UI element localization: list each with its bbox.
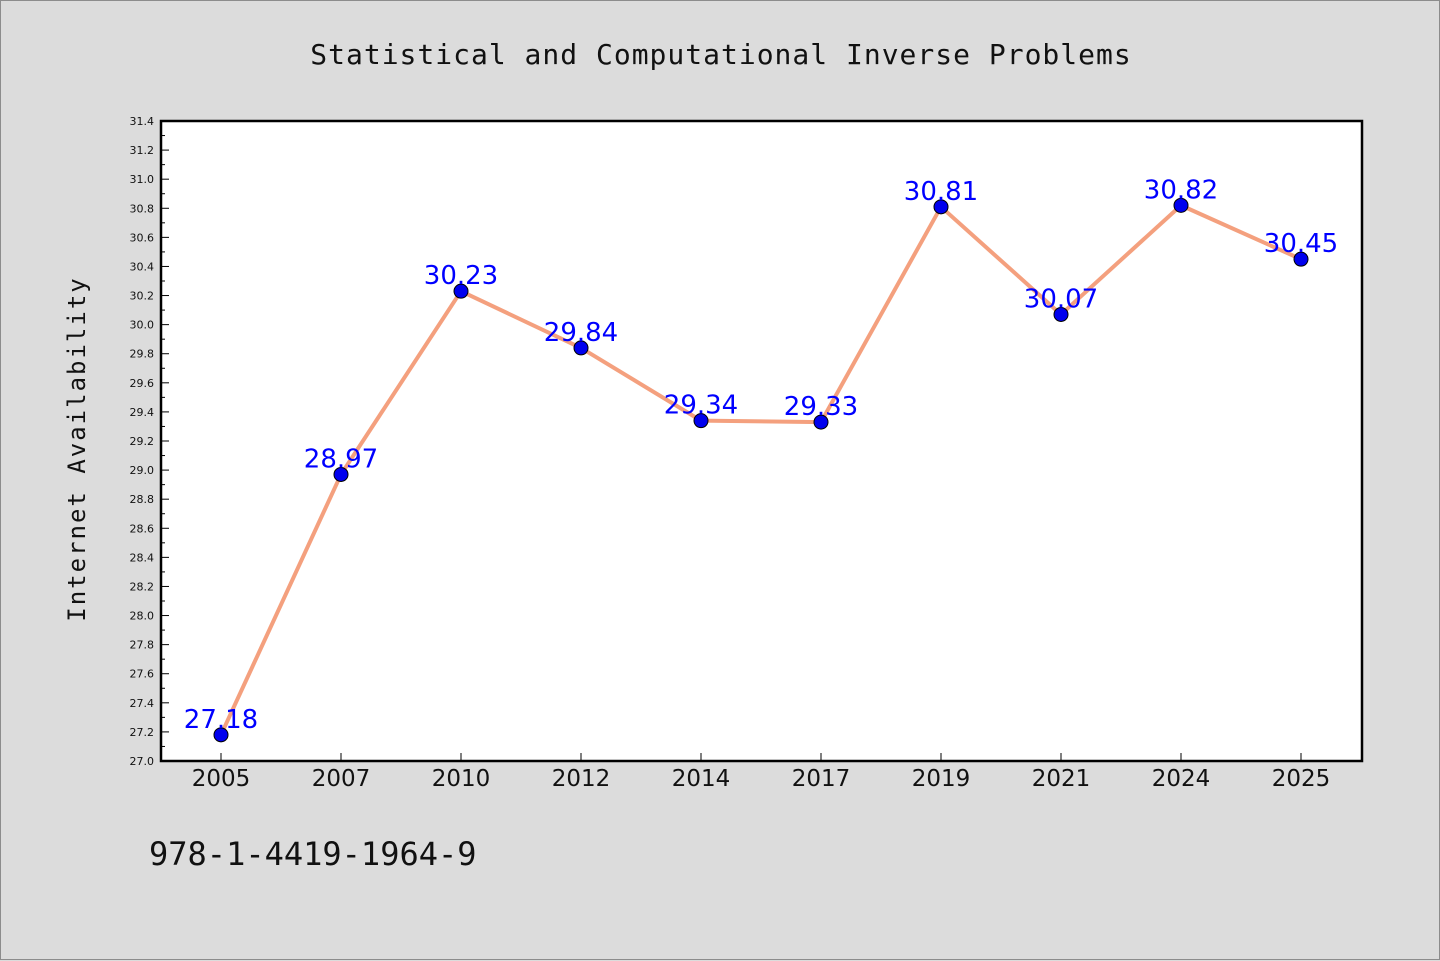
x-axis-ticks: 2005 2007 2010 2012 2014 2017 2019 2021 2024 2025 xyxy=(192,753,1331,792)
y-tick-label: 31.4 xyxy=(130,115,155,128)
data-point xyxy=(933,199,949,215)
y-tick-label: 27.8 xyxy=(130,639,155,652)
y-tick-label: 30.8 xyxy=(130,202,155,215)
y-tick-label: 28.2 xyxy=(130,580,155,593)
y-axis-label: Internet Availability xyxy=(63,276,91,621)
y-tick-label: 27.2 xyxy=(130,726,155,739)
y-tick-label: 31.2 xyxy=(130,144,155,157)
y-tick-label: 30.2 xyxy=(130,290,155,303)
x-tick-label: 2014 xyxy=(672,766,731,792)
isbn-annotation: 978-1-4419-1964-9 xyxy=(149,835,477,873)
data-label: 29.84 xyxy=(544,318,618,348)
x-tick-label: 2007 xyxy=(312,766,371,792)
y-tick-label: 28.6 xyxy=(130,522,155,535)
y-tick-label: 27.6 xyxy=(130,668,155,681)
chart-title: Statistical and Computational Inverse Pr… xyxy=(310,38,1131,71)
data-label: 30.81 xyxy=(904,177,978,207)
data-point xyxy=(813,414,829,430)
data-label: 29.34 xyxy=(664,391,738,421)
data-point xyxy=(453,283,469,299)
data-label: 28.97 xyxy=(304,444,378,474)
x-tick-label: 2024 xyxy=(1152,766,1211,792)
data-label: 27.18 xyxy=(184,705,258,735)
x-tick-label: 2012 xyxy=(552,766,611,792)
y-tick-label: 28.8 xyxy=(130,493,155,506)
data-point xyxy=(1293,251,1309,267)
series-line xyxy=(219,203,1303,737)
y-tick-label: 29.0 xyxy=(130,464,155,477)
y-tick-label: 29.2 xyxy=(130,435,155,448)
data-label: 29.33 xyxy=(784,392,858,422)
plot-area xyxy=(159,119,1364,763)
y-tick-label: 27.0 xyxy=(130,755,155,768)
data-markers xyxy=(213,197,1309,743)
data-point xyxy=(1053,306,1069,322)
x-tick-label: 2005 xyxy=(192,766,251,792)
y-tick-label: 28.4 xyxy=(130,551,155,564)
x-tick-label: 2010 xyxy=(432,766,491,792)
y-tick-label: 29.6 xyxy=(130,377,155,390)
data-point xyxy=(693,413,709,429)
y-tick-label: 29.8 xyxy=(130,348,155,361)
x-tick-label: 2019 xyxy=(912,766,971,792)
y-tick-label: 29.4 xyxy=(130,406,155,419)
y-axis-ticks: 27.0 27.2 27.4 27.6 27.8 28.0 28.2 28.4 28.6 28.8… xyxy=(130,115,169,768)
x-tick-label: 2021 xyxy=(1032,766,1091,792)
y-tick-label: 28.0 xyxy=(130,610,155,623)
x-tick-label: 2017 xyxy=(792,766,851,792)
x-tick-label: 2025 xyxy=(1272,766,1331,792)
data-point xyxy=(1173,197,1189,213)
y-tick-label: 31.0 xyxy=(130,173,155,186)
data-label: 30.07 xyxy=(1024,284,1098,314)
data-point xyxy=(573,340,589,356)
series-line-group xyxy=(219,203,1303,737)
data-point xyxy=(333,466,349,482)
data-label: 30.23 xyxy=(424,261,498,291)
y-tick-label: 27.4 xyxy=(130,697,155,710)
data-labels: 27.18 28.97 30.23 29.84 29.34 29.33 30.81 30.07… xyxy=(184,175,1338,734)
data-label: 30.45 xyxy=(1264,229,1338,259)
data-label: 30.82 xyxy=(1144,175,1218,205)
y-tick-label: 30.0 xyxy=(130,319,155,332)
y-tick-label: 30.6 xyxy=(130,231,155,244)
y-tick-label: 30.4 xyxy=(130,260,155,273)
data-point xyxy=(213,727,229,743)
